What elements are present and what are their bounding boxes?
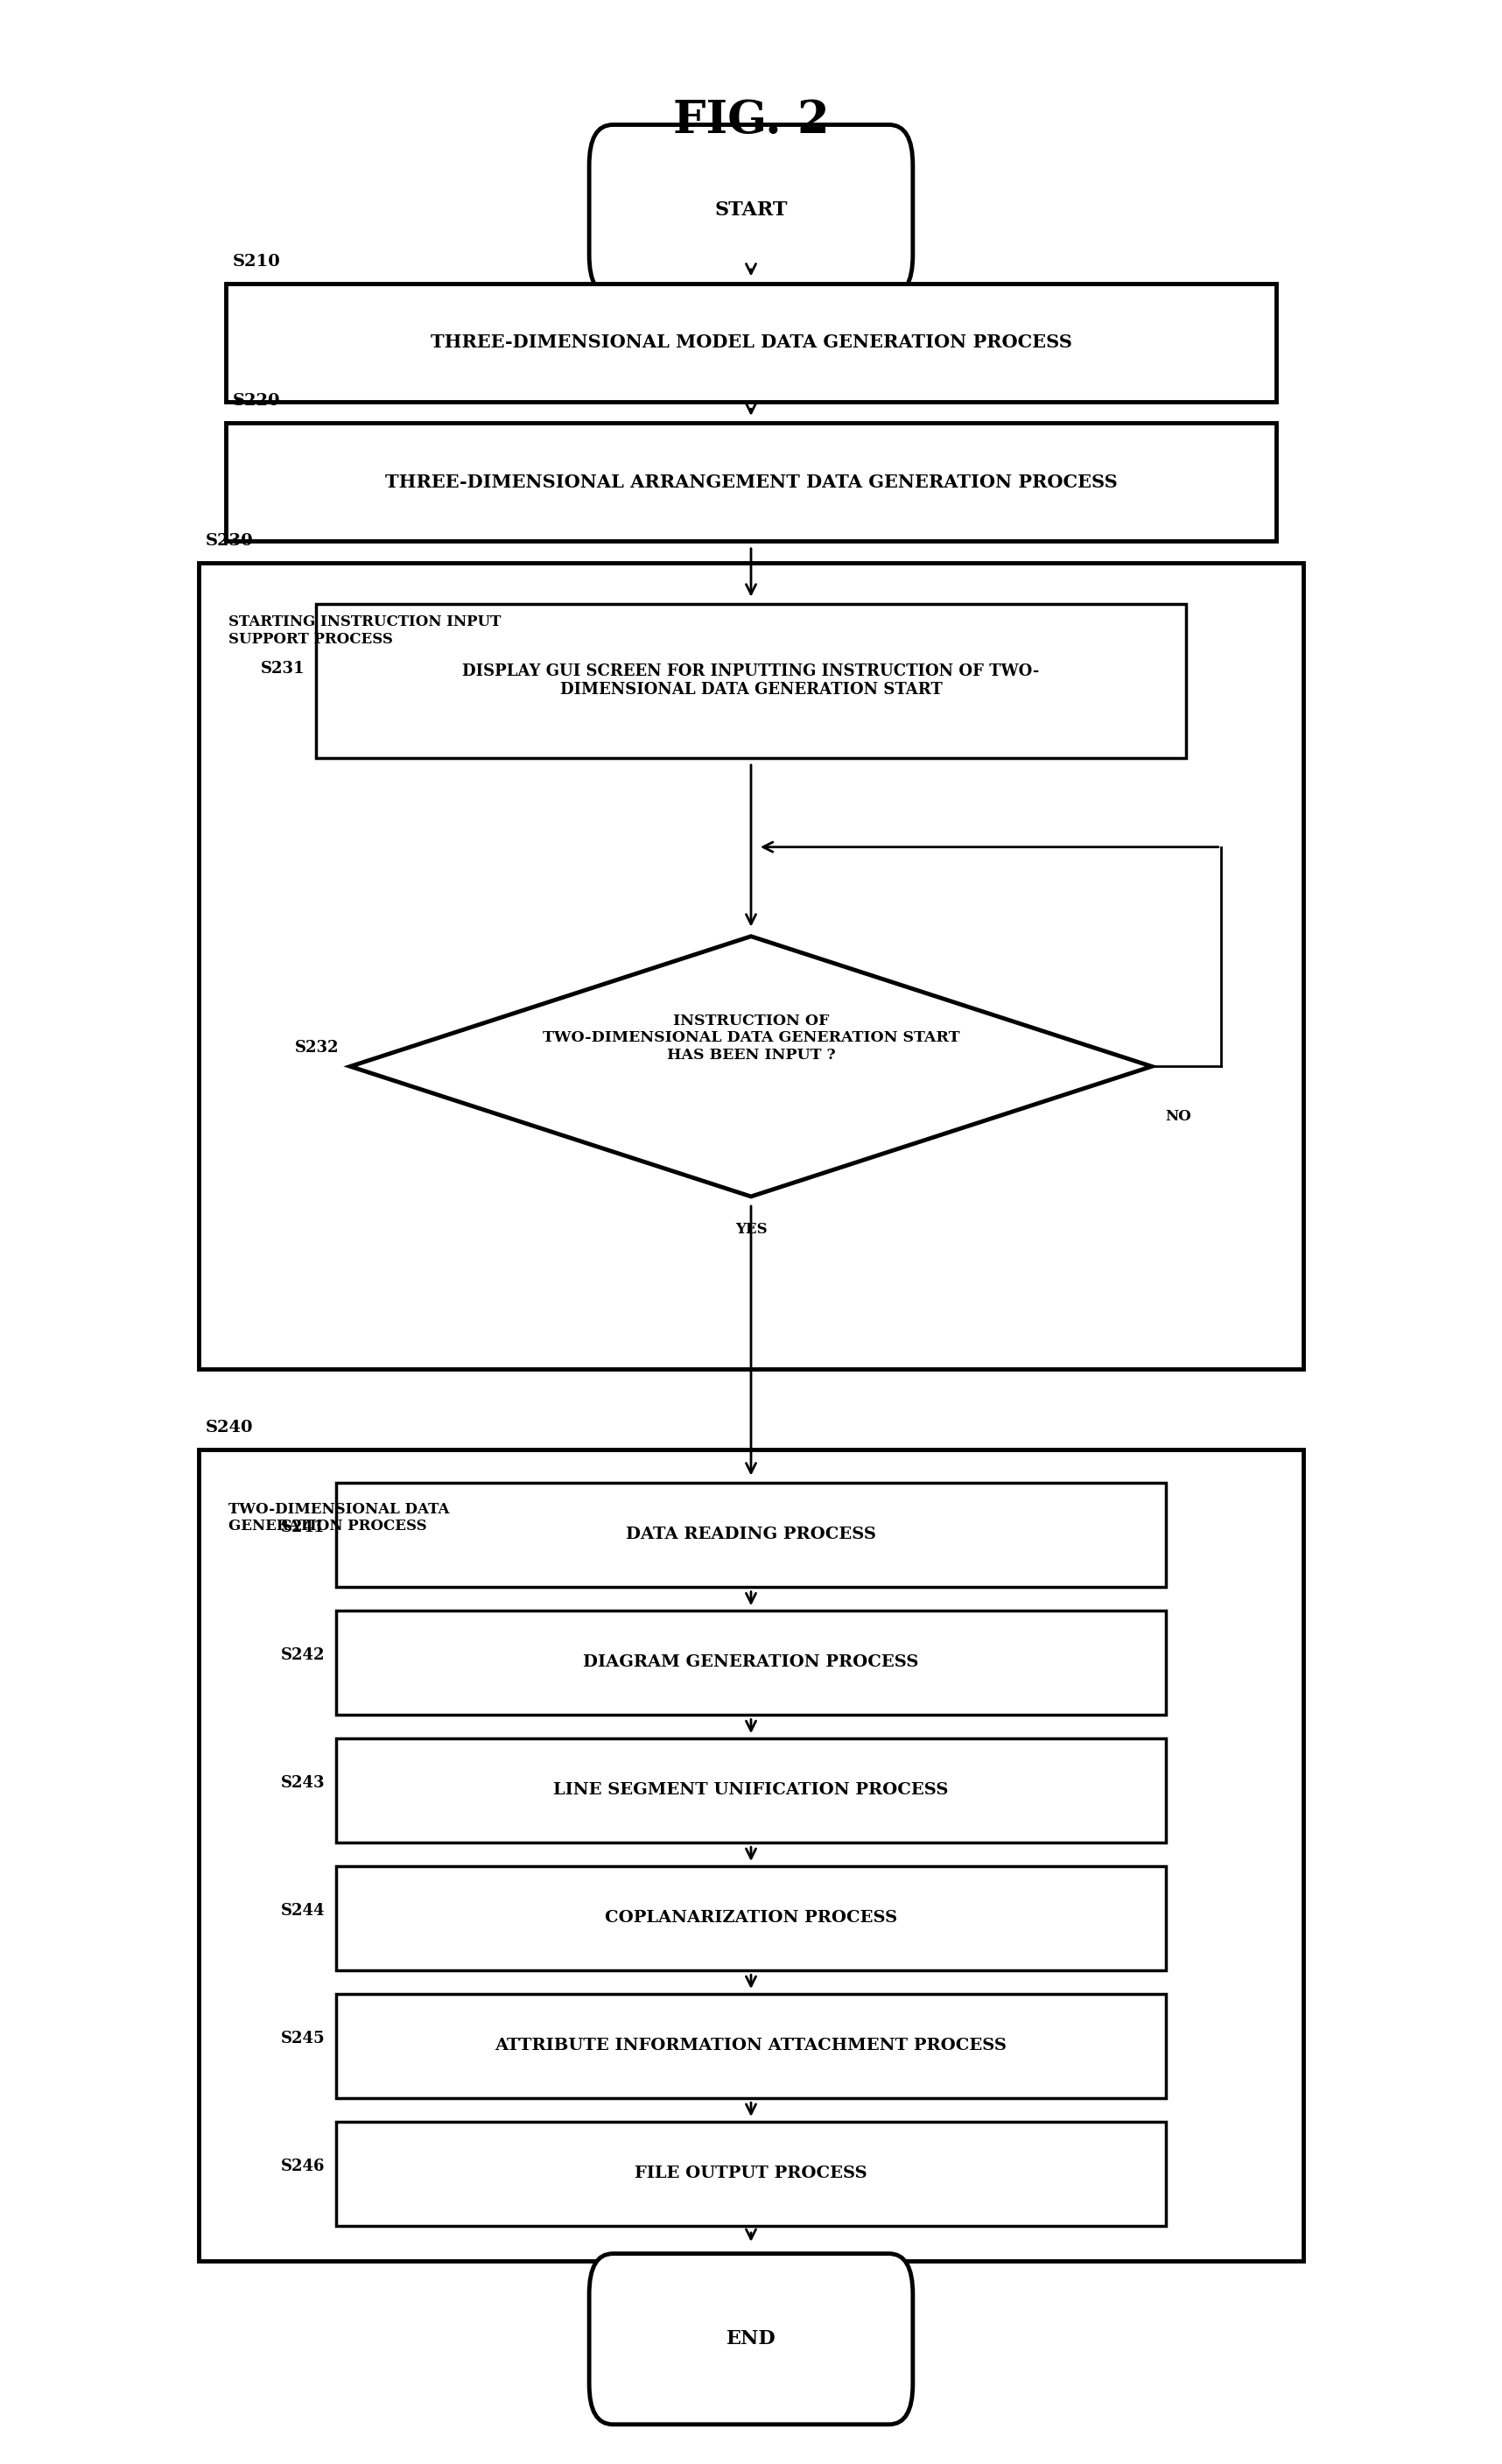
Polygon shape [350, 936, 1152, 1198]
Text: S231: S231 [260, 660, 305, 678]
Text: S246: S246 [281, 2158, 326, 2173]
Text: S230: S230 [206, 532, 252, 549]
Text: S242: S242 [281, 1648, 326, 1663]
FancyBboxPatch shape [336, 1611, 1166, 1715]
FancyBboxPatch shape [198, 562, 1304, 1370]
Text: S241: S241 [281, 1520, 326, 1535]
Text: STARTING INSTRUCTION INPUT
SUPPORT PROCESS: STARTING INSTRUCTION INPUT SUPPORT PROCE… [228, 614, 502, 646]
Text: DATA READING PROCESS: DATA READING PROCESS [626, 1528, 876, 1542]
Text: YES: YES [734, 1222, 768, 1237]
FancyBboxPatch shape [198, 1449, 1304, 2262]
FancyBboxPatch shape [315, 604, 1187, 759]
Text: S220: S220 [233, 394, 281, 409]
Text: S244: S244 [281, 1902, 326, 1919]
Text: S232: S232 [294, 1040, 339, 1055]
FancyBboxPatch shape [589, 2255, 913, 2425]
Text: DISPLAY GUI SCREEN FOR INPUTTING INSTRUCTION OF TWO-
DIMENSIONAL DATA GENERATION: DISPLAY GUI SCREEN FOR INPUTTING INSTRUC… [463, 663, 1039, 697]
Text: ATTRIBUTE INFORMATION ATTACHMENT PROCESS: ATTRIBUTE INFORMATION ATTACHMENT PROCESS [496, 2038, 1006, 2053]
FancyBboxPatch shape [336, 1993, 1166, 2097]
Text: S240: S240 [206, 1419, 252, 1437]
Text: NO: NO [1166, 1109, 1191, 1124]
FancyBboxPatch shape [225, 424, 1277, 542]
Text: TWO-DIMENSIONAL DATA
GENERATION PROCESS: TWO-DIMENSIONAL DATA GENERATION PROCESS [228, 1501, 449, 1533]
Text: COPLANARIZATION PROCESS: COPLANARIZATION PROCESS [605, 1910, 897, 1927]
Text: START: START [715, 200, 787, 219]
FancyBboxPatch shape [336, 1483, 1166, 1587]
Text: FILE OUTPUT PROCESS: FILE OUTPUT PROCESS [635, 2166, 867, 2181]
Text: S243: S243 [281, 1774, 326, 1791]
Text: THREE-DIMENSIONAL ARRANGEMENT DATA GENERATION PROCESS: THREE-DIMENSIONAL ARRANGEMENT DATA GENER… [385, 473, 1117, 490]
FancyBboxPatch shape [225, 283, 1277, 402]
Text: S210: S210 [233, 254, 281, 269]
Text: S245: S245 [281, 2030, 326, 2048]
FancyBboxPatch shape [589, 126, 913, 296]
FancyBboxPatch shape [336, 1737, 1166, 1843]
Text: THREE-DIMENSIONAL MODEL DATA GENERATION PROCESS: THREE-DIMENSIONAL MODEL DATA GENERATION … [430, 333, 1072, 352]
FancyBboxPatch shape [336, 1865, 1166, 1971]
Text: END: END [727, 2328, 775, 2348]
Text: FIG. 2: FIG. 2 [673, 99, 829, 143]
FancyBboxPatch shape [336, 2122, 1166, 2225]
Text: LINE SEGMENT UNIFICATION PROCESS: LINE SEGMENT UNIFICATION PROCESS [553, 1781, 949, 1799]
Text: DIAGRAM GENERATION PROCESS: DIAGRAM GENERATION PROCESS [583, 1656, 919, 1671]
Text: INSTRUCTION OF
TWO-DIMENSIONAL DATA GENERATION START
HAS BEEN INPUT ?: INSTRUCTION OF TWO-DIMENSIONAL DATA GENE… [542, 1013, 960, 1062]
